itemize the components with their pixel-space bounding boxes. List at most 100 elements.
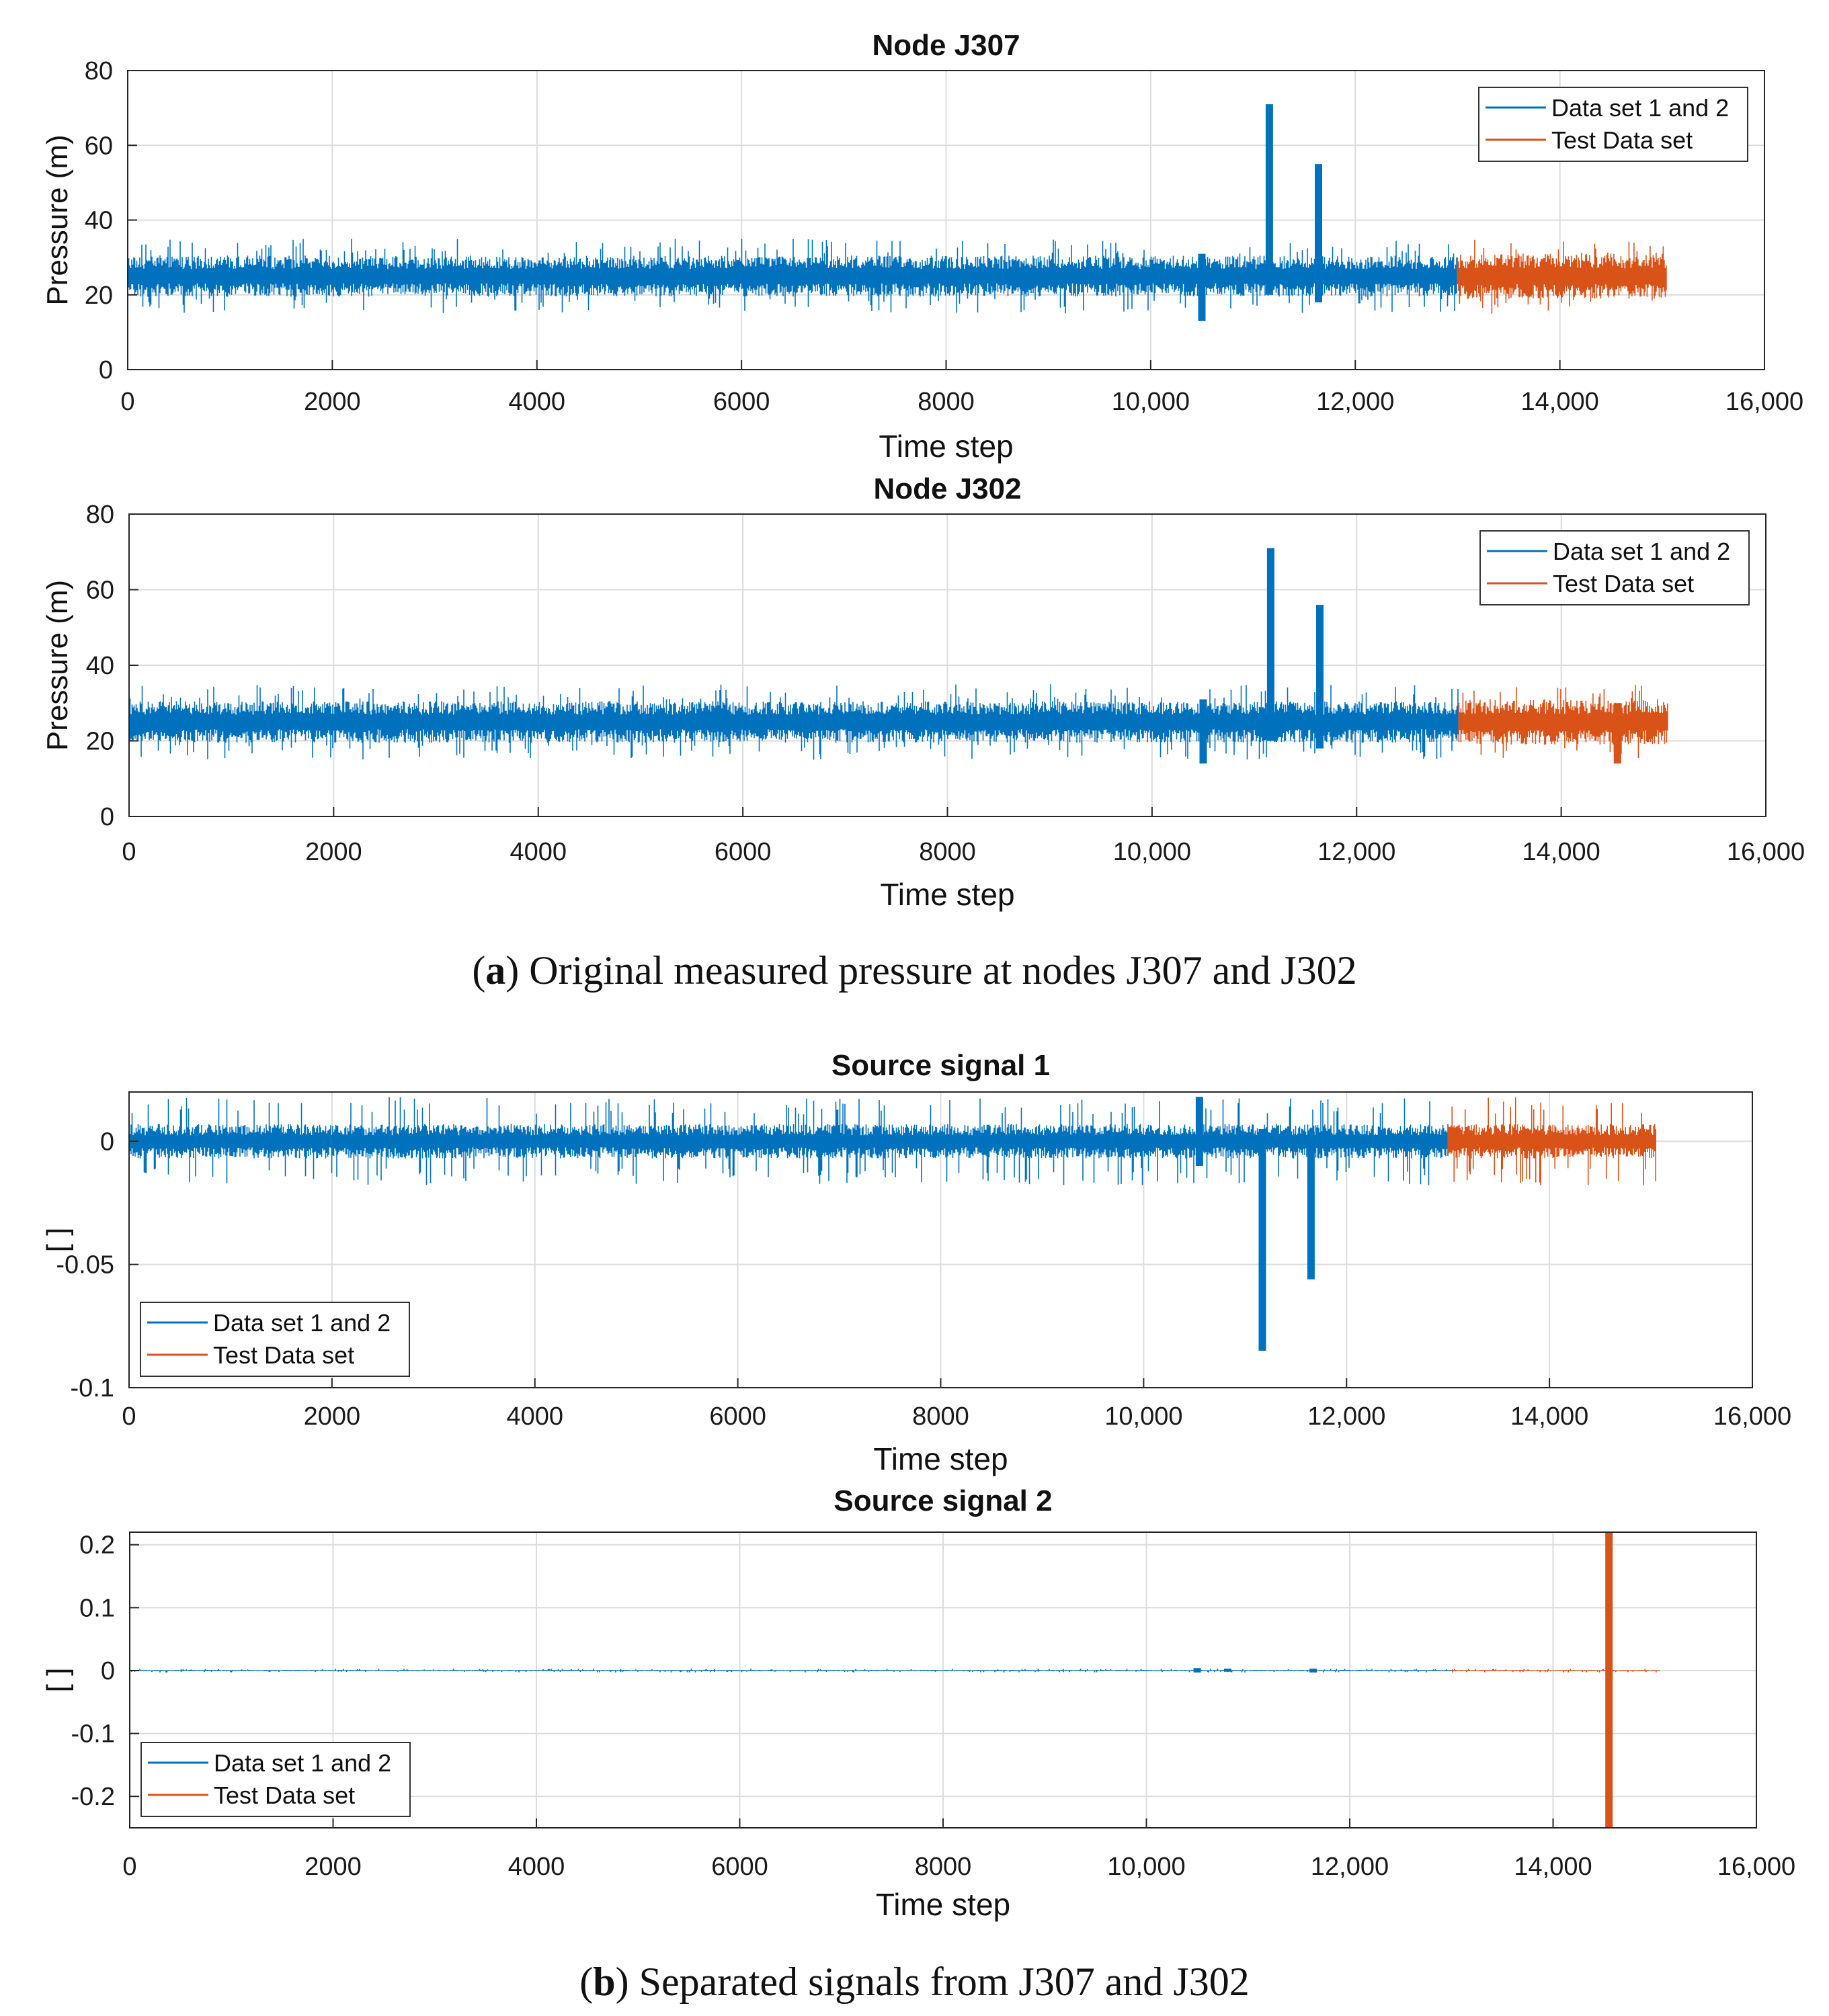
y-tick-label: 0 — [100, 1128, 114, 1156]
legend-label-test: Test Data set — [1551, 126, 1693, 154]
caption-a: (a) Original measured pressure at nodes … — [472, 948, 1357, 993]
x-tick-label: 6000 — [709, 1402, 766, 1431]
legend: Data set 1 and 2 Test Data set — [140, 1742, 411, 1817]
legend-box — [140, 1742, 411, 1817]
x-tick-label: 6000 — [711, 1853, 768, 1881]
x-tick-label: 10,000 — [1104, 1402, 1182, 1431]
y-tick-label: 0 — [100, 803, 114, 831]
chart-p2: 0 2000 4000 6000 8000 10,000 12,000 14,000 16,00… — [41, 472, 1805, 912]
x-tick-label: 2000 — [304, 388, 361, 416]
y-tick-label: 0 — [99, 356, 113, 384]
y-tick-label: 20 — [86, 728, 114, 756]
x-tick-label: 2000 — [304, 1853, 362, 1881]
x-tick-label: 16,000 — [1717, 1853, 1795, 1881]
caption-b-letter: b — [593, 1960, 616, 2004]
legend-label-test: Test Data set — [1553, 570, 1694, 597]
x-axis-label: Time step — [880, 877, 1014, 912]
chart-p4: 0 2000 4000 6000 8000 10,000 12,000 14,000 16,00… — [41, 1484, 1795, 1922]
x-tick-label: 14,000 — [1522, 838, 1600, 866]
y-tick-label: 60 — [85, 132, 113, 160]
caption-b: (b) Separated signals from J307 and J302 — [579, 1960, 1250, 2004]
legend: Data set 1 and 2 Test Data set — [1479, 530, 1750, 605]
legend-label-test: Test Data set — [214, 1781, 355, 1809]
y-tick-label: 0.2 — [79, 1531, 115, 1560]
x-tick-label: 16,000 — [1713, 1402, 1791, 1431]
y-tick-label: 40 — [86, 652, 114, 680]
y-tick-label: -0.1 — [71, 1720, 115, 1749]
x-tick-label: 10,000 — [1107, 1853, 1185, 1881]
series-event-spike — [1265, 104, 1273, 295]
x-tick-label: 6000 — [715, 838, 772, 866]
chart-title: Source signal 1 — [831, 1049, 1050, 1082]
y-axis-label: Pressure (m) — [41, 134, 74, 305]
y-tick-label: 40 — [85, 207, 113, 235]
x-tick-label: 14,000 — [1521, 388, 1599, 416]
x-tick-label: 14,000 — [1514, 1853, 1592, 1881]
x-tick-label: 12,000 — [1311, 1853, 1389, 1881]
x-tick-label: 0 — [122, 1853, 136, 1881]
x-tick-label: 0 — [122, 1402, 136, 1431]
y-axis-label: [ ] — [41, 1668, 74, 1693]
series-line-test — [1447, 1097, 1656, 1185]
series-line-test — [1457, 239, 1667, 314]
chart-title: Node J307 — [872, 29, 1020, 62]
x-axis-label: Time step — [876, 1887, 1010, 1922]
series-event-spike — [1613, 703, 1621, 764]
x-tick-label: 12,000 — [1316, 388, 1394, 416]
x-axis-label: Time step — [873, 1441, 1008, 1476]
y-axis-label: Pressure (m) — [41, 580, 74, 751]
series-line-test — [1451, 1669, 1660, 1673]
x-tick-label: 8000 — [915, 1853, 972, 1881]
x-tick-label: 16,000 — [1727, 838, 1805, 866]
chart-title: Source signal 2 — [834, 1484, 1052, 1517]
legend-label-train: Data set 1 and 2 — [1551, 94, 1729, 122]
legend-label-train: Data set 1 and 2 — [213, 1309, 391, 1337]
series-event-spike — [1195, 1097, 1203, 1166]
y-tick-label: 60 — [86, 577, 114, 605]
series-line-test — [1458, 685, 1668, 758]
chart-title: Node J302 — [873, 472, 1021, 505]
series-event-spike — [1316, 605, 1324, 749]
x-tick-label: 4000 — [508, 1853, 565, 1881]
x-tick-label: 2000 — [305, 838, 362, 866]
y-tick-label: -0.05 — [56, 1251, 114, 1279]
x-tick-label: 0 — [122, 838, 136, 866]
legend-box — [1479, 530, 1750, 605]
caption-a-letter: a — [485, 948, 506, 993]
x-axis-label: Time step — [879, 429, 1013, 464]
y-tick-label: -0.2 — [71, 1783, 115, 1811]
legend: Data set 1 and 2 Test Data set — [140, 1302, 410, 1377]
x-tick-label: 14,000 — [1510, 1402, 1588, 1431]
y-tick-label: 0 — [101, 1657, 115, 1685]
series-event-spike — [1198, 253, 1206, 321]
series-event-spike — [1605, 1532, 1613, 1828]
y-tick-label: 80 — [85, 57, 113, 85]
series-event-spike — [1193, 1668, 1201, 1673]
y-tick-label: -0.1 — [71, 1374, 114, 1402]
x-tick-label: 8000 — [912, 1402, 969, 1431]
series-event-spike — [1307, 1131, 1315, 1279]
series-event-spike — [1266, 548, 1274, 741]
x-tick-label: 8000 — [919, 838, 976, 866]
x-tick-label: 2000 — [304, 1402, 361, 1431]
x-tick-label: 4000 — [506, 1402, 563, 1431]
x-tick-label: 12,000 — [1307, 1402, 1385, 1431]
series-event-spike — [1199, 699, 1207, 764]
x-tick-label: 12,000 — [1317, 838, 1395, 866]
series-event-spike — [1309, 1669, 1317, 1673]
x-tick-label: 10,000 — [1113, 838, 1191, 866]
x-tick-label: 6000 — [713, 388, 770, 416]
legend-label-train: Data set 1 and 2 — [1553, 538, 1730, 565]
chart-p1: 0 2000 4000 6000 8000 10,000 12,000 14,000 16,00… — [41, 29, 1803, 464]
series-event-spike — [1315, 164, 1322, 302]
y-axis-label: [ ] — [41, 1228, 74, 1253]
x-tick-label: 10,000 — [1112, 388, 1190, 416]
x-tick-label: 4000 — [508, 388, 565, 416]
x-tick-label: 8000 — [918, 388, 975, 416]
legend-box — [140, 1302, 410, 1377]
series-event-spike — [1224, 1669, 1231, 1672]
chart-p3: 0 2000 4000 6000 8000 10,000 12,000 14,000 16,00… — [41, 1049, 1791, 1476]
series-event-spike — [1258, 1129, 1266, 1351]
x-tick-label: 16,000 — [1725, 388, 1803, 416]
